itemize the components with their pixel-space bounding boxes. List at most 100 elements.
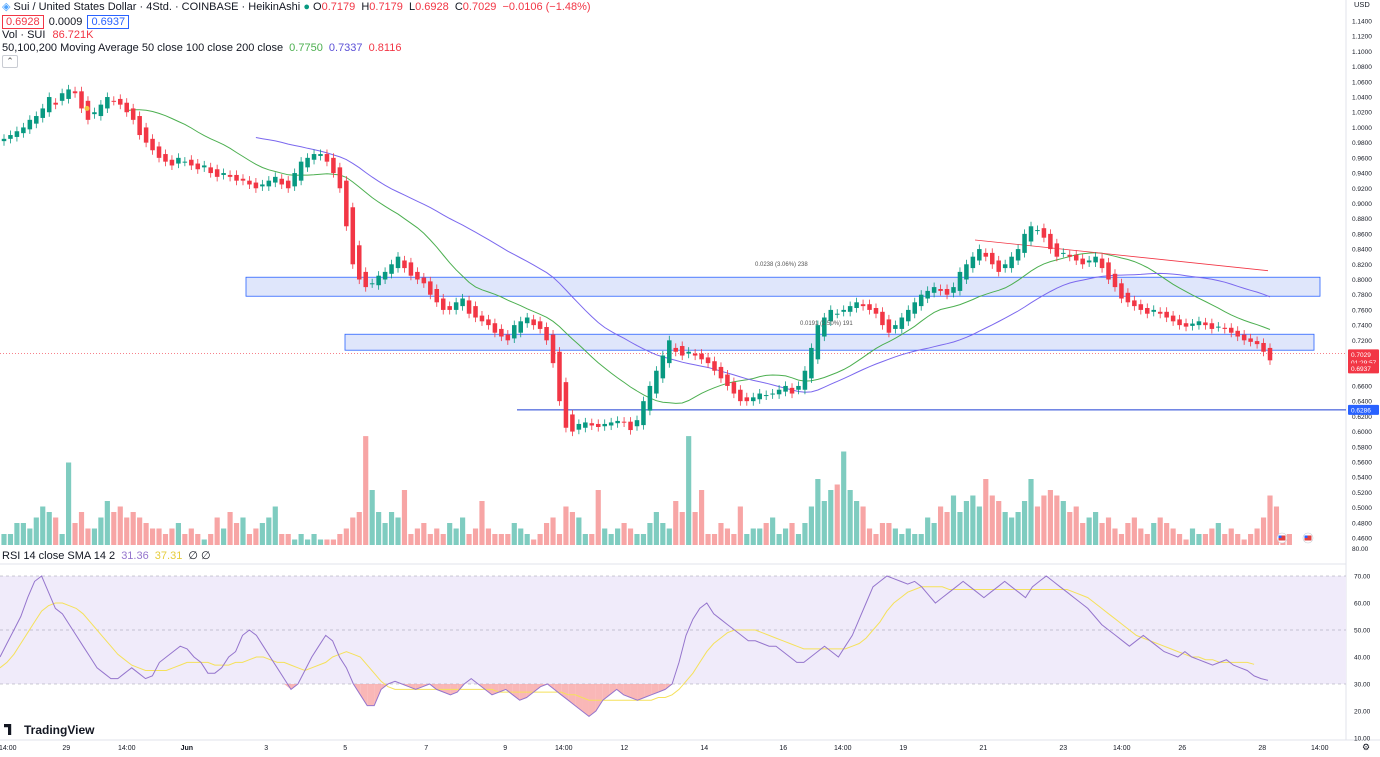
time-axis-label: 5 [343,745,347,752]
candle-body [1073,254,1079,261]
candle-body [324,154,330,162]
candle-body [834,313,840,315]
ma-legend[interactable]: 50,100,200 Moving Average 50 close 100 c… [2,41,401,55]
candle-body [1151,309,1156,312]
candle-body [201,165,207,168]
rsi-oversold-fill [360,684,368,706]
volume-bar [479,501,485,545]
price-zone-1 [245,276,1321,297]
price-axis-tick: 0.9000 [1352,201,1372,208]
price-zone-2 [344,333,1315,351]
candle-body [247,180,252,185]
candle-body [563,382,569,428]
price-axis-tick: 0.8000 [1352,277,1372,284]
time-axis-label: 29 [62,745,70,752]
candle-body [285,180,291,189]
volume-bar [292,539,298,545]
candle-body [725,374,730,386]
rsi-legend[interactable]: RSI 14 close SMA 14 2 31.36 37.31 ∅ ∅ [2,549,211,563]
ma200-value: 0.8116 [368,42,402,54]
sell-price-button[interactable]: 0.6928 [2,15,44,29]
rsi-oversold-fill [630,684,638,701]
flag-canton-icon [1278,535,1282,538]
rsi-axis-tick: 20.00 [1354,709,1371,716]
volume-bar [576,517,582,545]
candle-body [356,245,362,280]
volume-bar [1157,517,1163,545]
candle-body [344,180,349,227]
volume-bar [466,534,472,545]
price-axis-tick: 0.9200 [1352,186,1372,193]
hline-price-tag: 0.6286 [1351,407,1371,414]
candle-body [415,271,420,280]
volume-bar [137,517,143,545]
symbol-title[interactable]: Sui / United States Dollar · 4Std. · COI… [13,1,301,13]
rsi-axis-tick: 40.00 [1354,655,1371,662]
candle-body [66,89,71,99]
candle-body [1054,243,1060,257]
volume-bar [317,539,324,545]
candle-body [524,317,530,324]
rsi-oversold-fill [651,684,659,695]
volume-bar [330,539,337,545]
volume-bar [795,534,802,545]
candle-body [608,422,614,426]
candle-body [867,304,872,310]
volume-bar [1151,523,1157,545]
volume-bar [802,523,808,545]
candle-body [1177,319,1182,326]
volume-bar [602,528,608,545]
candle-body [369,283,375,285]
ma100-line [255,137,1271,393]
volume-bar [1047,490,1053,545]
candle-body [1067,254,1073,257]
price-axis-tick: 1.1200 [1352,34,1372,41]
volume-bar [1002,512,1008,545]
candle-body [1086,260,1092,263]
volume-bar [1060,501,1066,545]
candle-body [1190,323,1195,326]
tradingview-logo[interactable]: TradingView [4,723,94,737]
volume-bar [666,528,672,545]
volume-legend[interactable]: Vol · SUI 86.721K [2,28,93,42]
volume-bar [279,534,285,545]
volume-bar [227,512,233,545]
candle-body [447,306,452,310]
price-axis-tick: 0.5200 [1352,490,1372,497]
price-axis-tick: 0.8200 [1352,262,1372,269]
rsi-oversold-fill [616,684,624,695]
price-axis-tick: 0.4800 [1352,520,1372,527]
volume-bar [879,523,886,545]
volume-bar [188,528,194,545]
candle-body [815,325,821,360]
volume-bar [763,523,769,545]
rsi-oversold-fill [582,684,589,717]
time-axis-label: 14 [700,745,708,752]
price-axis-tick: 0.9400 [1352,171,1372,178]
volume-bar [59,534,65,545]
candle-body [757,393,762,400]
volume-bar [1131,517,1137,545]
candle-body [1145,308,1150,314]
candle-body [1112,273,1118,288]
candle-body [1080,258,1085,265]
collapse-legend-button[interactable]: ⌃ [2,55,18,68]
volume-bar [453,528,459,545]
buy-price-button[interactable]: 0.6937 [87,15,130,29]
candle-body [176,157,181,164]
price-axis-tick: 0.6000 [1352,429,1372,436]
candle-body [602,423,607,427]
price-axis-tick: 0.7200 [1352,338,1372,345]
volume-bar [918,534,924,545]
price-axis-tick: 1.1400 [1352,19,1372,26]
volume-bar [117,506,123,545]
candle-body [1002,264,1008,269]
rsi-sma-line [0,586,1255,701]
volume-bar [582,534,588,545]
candle-body [822,317,827,337]
candle-body [453,302,459,310]
rsi-sma-value: 37.31 [154,550,183,562]
rsi-oversold-fill [623,684,631,698]
candle-body [118,98,123,105]
